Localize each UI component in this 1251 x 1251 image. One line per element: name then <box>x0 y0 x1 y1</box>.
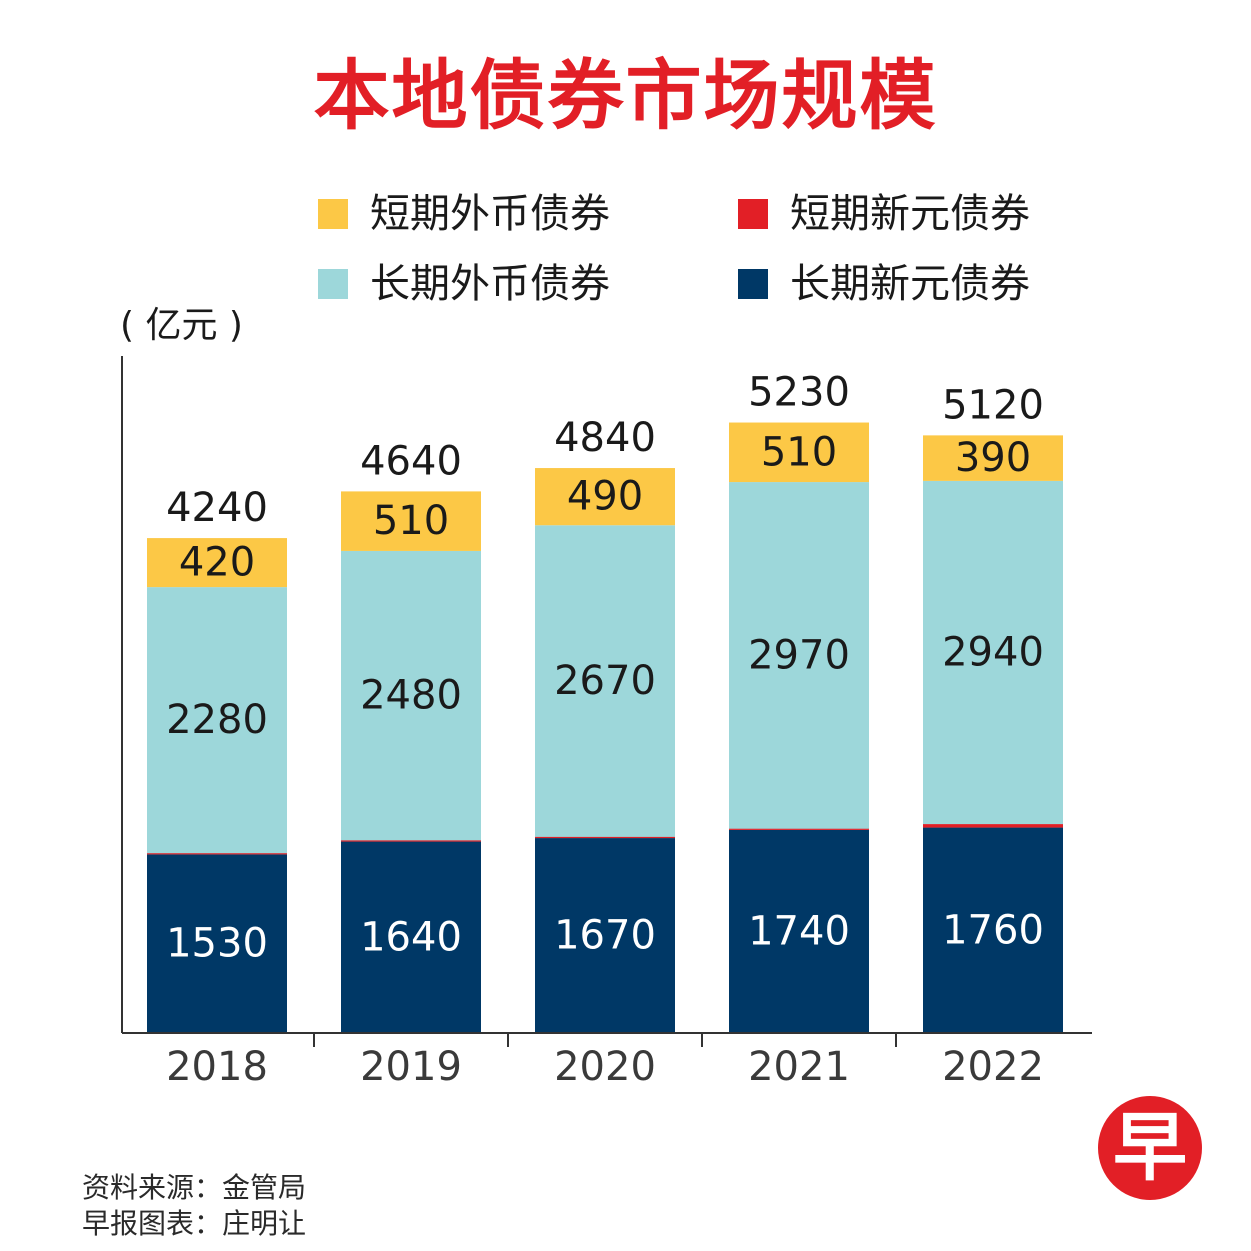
data-label: 2970 <box>748 632 850 678</box>
x-tick-label: 2022 <box>942 1044 1044 1090</box>
data-label: 1640 <box>360 914 462 960</box>
x-tick-label: 2021 <box>748 1044 850 1090</box>
data-label: 2280 <box>166 697 268 743</box>
data-label: 510 <box>373 498 449 544</box>
bar-segment <box>729 422 869 483</box>
total-label: 5230 <box>748 370 850 416</box>
bar-segment <box>535 836 675 839</box>
legend-swatch <box>738 199 768 229</box>
bar-segment <box>729 827 869 830</box>
data-label: 2940 <box>942 629 1044 675</box>
chart-title: 本地债券市场规模 <box>313 51 938 140</box>
data-label: 390 <box>955 435 1031 481</box>
legend-label: 短期新元债券 <box>790 191 1030 237</box>
bar-segment <box>923 480 1063 825</box>
x-tick-label: 2020 <box>554 1044 656 1090</box>
legend-label: 长期外币债券 <box>370 261 610 307</box>
x-tick-label: 2019 <box>360 1044 462 1090</box>
bar-segment <box>147 854 287 1033</box>
legend-item-short-sgd: 短期新元债券 <box>738 194 1030 234</box>
data-label: 420 <box>179 540 255 586</box>
legend-item-long-foreign: 长期外币债券 <box>318 264 610 304</box>
y-axis-unit-label: ( 亿元 ) <box>120 305 243 346</box>
bar-segment <box>341 550 481 841</box>
data-label: 1670 <box>554 913 656 959</box>
bar-segment <box>923 827 1063 1033</box>
bar-segment <box>147 852 287 855</box>
data-label: 2480 <box>360 673 462 719</box>
bar-segment <box>729 482 869 829</box>
data-label: 510 <box>761 429 837 475</box>
legend-label: 长期新元债券 <box>790 261 1030 307</box>
data-label: 1740 <box>748 908 850 954</box>
source-note: 资料来源：金管局 <box>82 1171 307 1204</box>
legend-item-long-sgd: 长期新元债券 <box>738 264 1030 304</box>
legend-swatch <box>738 269 768 299</box>
legend-item-short-foreign: 短期外币债券 <box>318 194 610 234</box>
zaobao-logo: 早 <box>1098 1096 1202 1200</box>
legend-swatch <box>318 269 348 299</box>
bar-segment <box>923 435 1063 481</box>
bar-segment <box>341 491 481 551</box>
bar-segment <box>341 839 481 842</box>
bar-segment <box>535 525 675 837</box>
bar-segment <box>147 587 287 854</box>
x-tick-label: 2018 <box>166 1044 268 1090</box>
total-label: 5120 <box>942 382 1044 428</box>
bar-segment <box>147 538 287 588</box>
total-label: 4840 <box>554 415 656 461</box>
data-label: 1760 <box>942 907 1044 953</box>
bar-segment <box>729 829 869 1033</box>
bar-segment <box>535 468 675 526</box>
bar-segment <box>535 838 675 1033</box>
total-label: 4640 <box>360 438 462 484</box>
total-label: 4240 <box>166 485 268 531</box>
bar-segment <box>923 824 1063 828</box>
legend-swatch <box>318 199 348 229</box>
data-label: 1530 <box>166 921 268 967</box>
legend-label: 短期外币债券 <box>370 191 610 237</box>
data-label: 2670 <box>554 658 656 704</box>
credit-note: 早报图表：庄明让 <box>82 1207 307 1240</box>
data-label: 490 <box>567 474 643 520</box>
bar-segment <box>341 841 481 1033</box>
